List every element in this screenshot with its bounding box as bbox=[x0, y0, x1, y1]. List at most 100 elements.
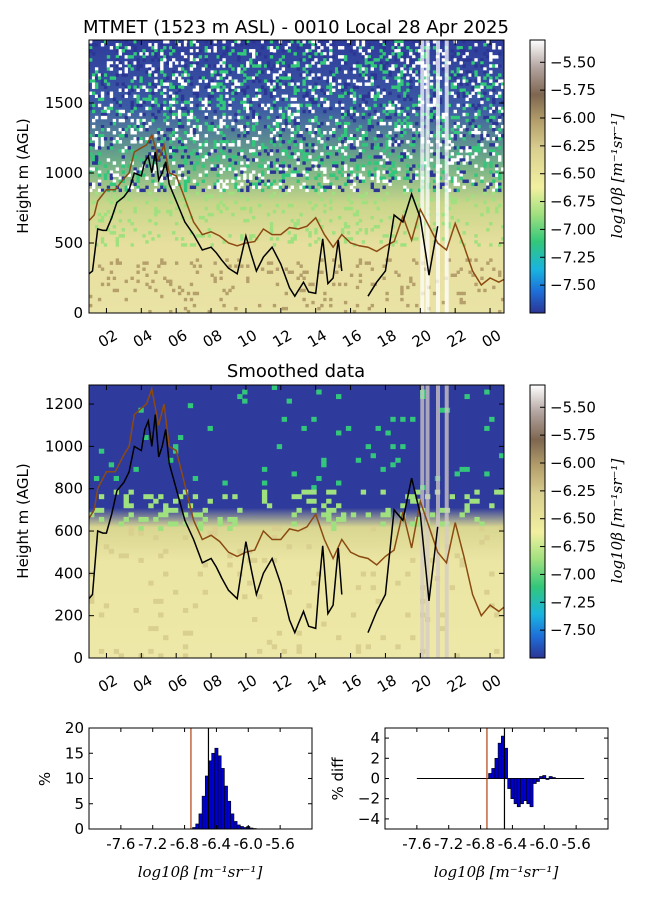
heatmap-cell bbox=[418, 94, 422, 99]
heatmap-cell bbox=[217, 521, 223, 527]
heatmap-cell bbox=[275, 149, 280, 153]
heatmap-cell bbox=[266, 179, 271, 183]
heatmap-cell bbox=[462, 52, 466, 56]
heatmap-cell bbox=[489, 124, 493, 129]
heatmap-cell bbox=[275, 185, 280, 190]
heatmap-cell bbox=[112, 118, 117, 123]
heatmap-cell bbox=[266, 170, 271, 174]
heatmap-cell bbox=[489, 118, 493, 123]
heatmap-cell bbox=[388, 161, 392, 165]
heatmap-cell bbox=[216, 179, 220, 183]
heatmap-cell bbox=[361, 200, 366, 205]
y-tick-label: 15 bbox=[65, 744, 84, 762]
heatmap-cell bbox=[403, 155, 407, 159]
heatmap-cell bbox=[376, 88, 380, 92]
heatmap-cell bbox=[172, 170, 176, 174]
hist-bar bbox=[548, 776, 553, 779]
heatmap-cell bbox=[210, 273, 214, 277]
heatmap-cell bbox=[172, 146, 176, 150]
heatmap-cell bbox=[409, 197, 413, 202]
heatmap-cell bbox=[121, 170, 125, 174]
heatmap-cell bbox=[338, 264, 342, 268]
heatmap-cell bbox=[376, 173, 380, 177]
heatmap-cell bbox=[266, 270, 271, 274]
hist-bar bbox=[491, 768, 496, 779]
heatmap-cell bbox=[376, 143, 380, 147]
heatmap-cell bbox=[376, 206, 380, 211]
heatmap-cell bbox=[412, 103, 416, 108]
heatmap-cell bbox=[465, 118, 469, 123]
heatmap-cell bbox=[216, 173, 220, 177]
heatmap-cell bbox=[207, 49, 211, 53]
heatmap-cell bbox=[477, 109, 481, 114]
heatmap-cell bbox=[100, 215, 105, 220]
heatmap-cell bbox=[198, 79, 203, 83]
heatmap-cell bbox=[133, 76, 137, 80]
heatmap-cell bbox=[479, 526, 485, 531]
heatmap-cell bbox=[447, 134, 452, 138]
heatmap-cell bbox=[103, 106, 108, 111]
heatmap-cell bbox=[486, 115, 490, 120]
heatmap-cell bbox=[219, 124, 223, 129]
heatmap-cell bbox=[97, 94, 102, 99]
heatmap-cell bbox=[397, 118, 401, 123]
heatmap-cell bbox=[281, 115, 286, 120]
heatmap-cell bbox=[106, 91, 111, 95]
heatmap-cell bbox=[494, 648, 500, 654]
heatmap-cell bbox=[302, 182, 306, 186]
heatmap-cell bbox=[355, 61, 360, 65]
heatmap-cell bbox=[228, 103, 232, 108]
heatmap-cell bbox=[118, 112, 123, 117]
heatmap-cell bbox=[456, 155, 460, 159]
heatmap-cell bbox=[100, 188, 105, 193]
heatmap-cell bbox=[243, 73, 247, 77]
heatmap-cell bbox=[240, 70, 244, 74]
heatmap-cell bbox=[302, 79, 306, 83]
heatmap-cell bbox=[391, 46, 395, 50]
heatmap-cell bbox=[130, 100, 134, 105]
heatmap-cell bbox=[459, 55, 463, 59]
heatmap-cell bbox=[269, 164, 274, 168]
heatmap-cell bbox=[465, 127, 469, 132]
heatmap-cell bbox=[343, 112, 348, 117]
heatmap-cell bbox=[287, 164, 291, 168]
heatmap-cell bbox=[151, 146, 155, 150]
heatmap-cell bbox=[412, 58, 416, 62]
heatmap-cell bbox=[349, 49, 354, 53]
heatmap-cell bbox=[243, 134, 247, 138]
heatmap-cell bbox=[293, 61, 297, 65]
heatmap-cell bbox=[222, 40, 226, 44]
heatmap-cell bbox=[429, 103, 434, 108]
heatmap-cell bbox=[100, 124, 105, 129]
heatmap-cell bbox=[160, 79, 164, 83]
heatmap-cell bbox=[338, 121, 342, 126]
heatmap-cell bbox=[269, 46, 274, 50]
heatmap-cell bbox=[275, 82, 280, 86]
heatmap-cell bbox=[316, 476, 322, 481]
heatmap-cell bbox=[276, 444, 283, 450]
heatmap-cell bbox=[477, 79, 481, 83]
heatmap-cell bbox=[124, 61, 128, 65]
heatmap-cell bbox=[403, 97, 407, 102]
heatmap-cell bbox=[136, 58, 140, 62]
heatmap-cell bbox=[465, 70, 469, 74]
heatmap-cell bbox=[225, 70, 229, 74]
heatmap-cell bbox=[109, 106, 114, 111]
heatmap-cell bbox=[335, 67, 339, 71]
heatmap-cell bbox=[252, 109, 256, 114]
heatmap-cell bbox=[296, 88, 300, 92]
heatmap-cell bbox=[237, 571, 243, 577]
heatmap-cell bbox=[183, 106, 188, 111]
heatmap-cell bbox=[376, 179, 380, 183]
heatmap-cell bbox=[450, 152, 455, 156]
heatmap-cell bbox=[163, 40, 167, 44]
heatmap-cell bbox=[317, 73, 321, 77]
heatmap-cell bbox=[329, 185, 333, 190]
heatmap-cell bbox=[124, 146, 128, 150]
heatmap-cell bbox=[222, 64, 226, 68]
heatmap-cell bbox=[163, 55, 167, 59]
heatmap-cell bbox=[201, 100, 206, 105]
heatmap-cell bbox=[276, 630, 283, 636]
heatmap-cell bbox=[320, 258, 324, 262]
heatmap-cell bbox=[255, 185, 259, 190]
